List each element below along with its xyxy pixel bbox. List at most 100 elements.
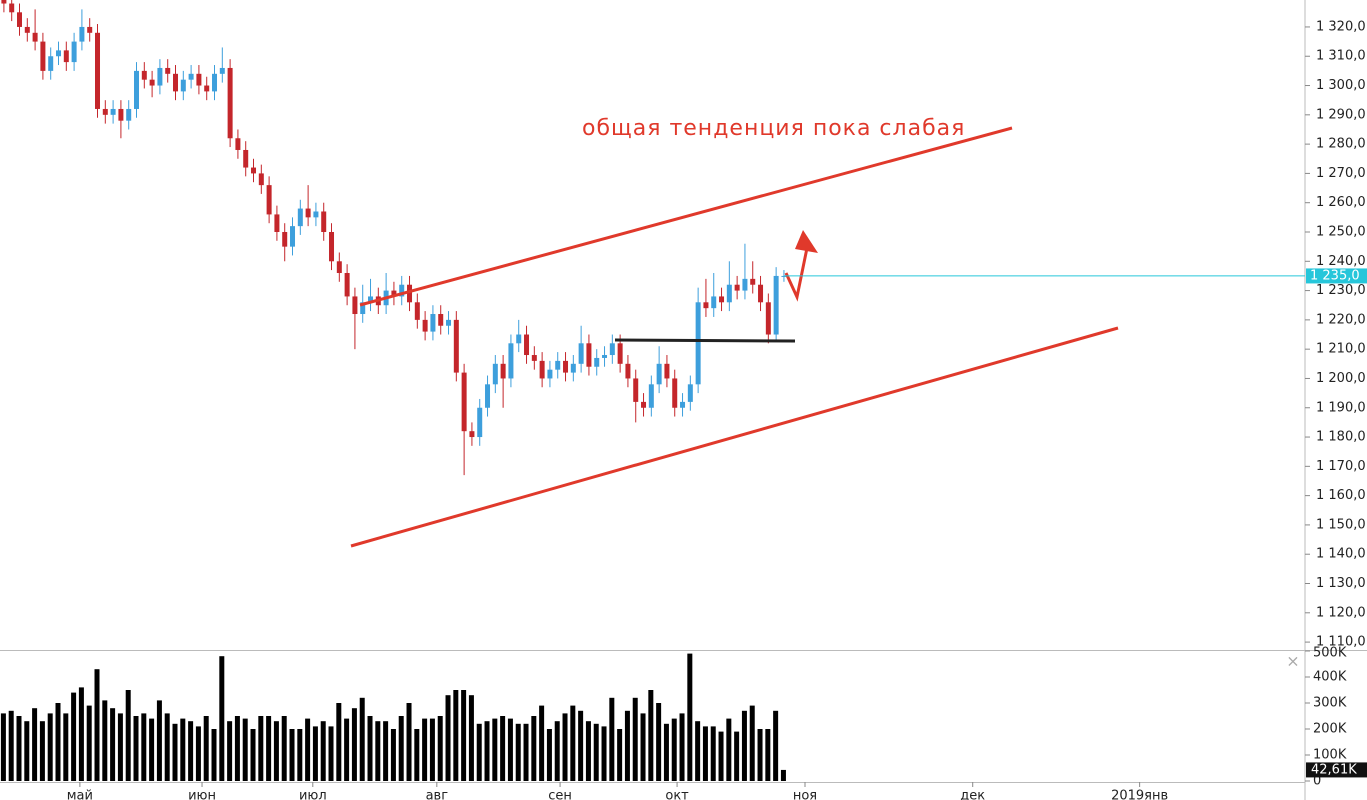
volume-bar	[749, 705, 755, 781]
y-tick-label: 1 110,0	[1316, 635, 1366, 650]
volume-bar	[679, 713, 685, 781]
volume-bar	[281, 716, 287, 781]
candle-body	[586, 343, 592, 367]
candle-body	[680, 401, 686, 408]
volume-bar	[141, 713, 147, 781]
candle-body	[516, 334, 522, 344]
volume-bar	[78, 687, 84, 781]
volume-bar	[570, 705, 576, 781]
candle-body	[17, 12, 23, 27]
volume-bar	[39, 721, 45, 781]
volume-bar	[367, 716, 373, 781]
candle-body	[290, 226, 296, 247]
candle-body	[227, 67, 233, 139]
volume-bar	[344, 718, 350, 781]
trend-line-upper	[359, 126, 1013, 307]
volume-tick-label: 500K	[1313, 646, 1347, 661]
y-tick-label: 1 240,0	[1316, 254, 1366, 269]
volume-bar	[624, 710, 630, 781]
candle-body	[500, 363, 506, 379]
candle-body	[95, 32, 101, 109]
candle-body	[219, 67, 225, 74]
candle-body	[24, 26, 30, 33]
volume-bar	[219, 656, 225, 781]
candle-body	[344, 273, 350, 297]
candle-body	[391, 290, 397, 297]
candle-body	[336, 261, 342, 274]
volume-bar	[500, 716, 506, 781]
close-button[interactable]: ×	[1286, 652, 1299, 671]
volume-bar	[86, 705, 92, 781]
volume-bar	[383, 721, 389, 781]
volume-bar	[375, 721, 381, 781]
x-tick-label: ноя	[793, 789, 817, 800]
candle-body	[243, 149, 249, 168]
volume-bar	[593, 723, 599, 781]
volume-bar	[531, 716, 537, 781]
x-tick-label: 2019янв	[1111, 789, 1168, 800]
candle-body	[71, 41, 77, 63]
level-line	[614, 338, 796, 343]
volume-bar	[773, 710, 779, 781]
candle-body	[773, 275, 779, 335]
y-tick-label: 1 170,0	[1316, 459, 1366, 474]
y-tick-label: 1 260,0	[1316, 195, 1366, 210]
volume-bar	[780, 769, 786, 781]
candle-body	[742, 278, 748, 291]
volume-bar	[94, 669, 100, 781]
volume-bar	[585, 721, 591, 781]
volume-bar	[351, 708, 357, 781]
volume-bar	[648, 690, 654, 781]
candle-body	[438, 314, 444, 326]
volume-bar	[102, 700, 108, 781]
y-tick-label: 1 140,0	[1316, 547, 1366, 562]
candle-body	[656, 363, 662, 385]
candle-body	[110, 108, 116, 115]
y-tick-label: 1 130,0	[1316, 576, 1366, 591]
annotation: общая тенденция пока слабая	[582, 116, 965, 141]
candle-body	[118, 108, 124, 121]
y-tick-label: 1 290,0	[1316, 107, 1366, 122]
candle-body	[399, 284, 405, 297]
x-tick-label: июн	[188, 789, 216, 800]
volume-bar	[297, 729, 303, 781]
candle-body	[297, 208, 303, 227]
candle-body	[188, 73, 194, 80]
candle-body	[258, 173, 264, 186]
candle-body	[149, 79, 155, 86]
volume-bar	[336, 703, 342, 781]
last-volume-box	[1306, 762, 1367, 778]
volume-bar	[453, 690, 459, 781]
volume-bar	[546, 729, 552, 781]
volume-bar	[640, 713, 646, 781]
volume-bar	[523, 723, 529, 781]
y-tick-label: 1 270,0	[1316, 166, 1366, 181]
arrow-head	[795, 230, 818, 253]
candle-body	[570, 363, 576, 373]
candle-body	[734, 284, 740, 291]
candle-body	[446, 319, 452, 326]
volume-bar	[328, 726, 334, 781]
x-tick-label: окт	[665, 789, 689, 800]
volume-bar	[414, 729, 420, 781]
volume-bar	[718, 731, 724, 781]
volume-bar	[734, 731, 740, 781]
volume-bar	[757, 729, 763, 781]
volume-bar	[406, 703, 412, 781]
volume-bar	[632, 697, 638, 781]
volume-bar	[258, 716, 264, 781]
volume-bar	[671, 718, 677, 781]
volume-bar	[32, 708, 38, 781]
volume-tick-label: 0	[1313, 774, 1321, 789]
volume-tick-label: 200K	[1313, 722, 1347, 737]
volume-bar	[172, 723, 178, 781]
volume-bar	[195, 726, 201, 781]
candle-body	[641, 401, 647, 408]
candle-body	[547, 369, 553, 379]
candle-body	[539, 360, 545, 379]
forecast-arrow	[784, 247, 809, 302]
candle-body	[633, 378, 639, 402]
candle-body	[461, 372, 467, 432]
candle-body	[594, 357, 600, 367]
volume-bar	[461, 690, 467, 781]
